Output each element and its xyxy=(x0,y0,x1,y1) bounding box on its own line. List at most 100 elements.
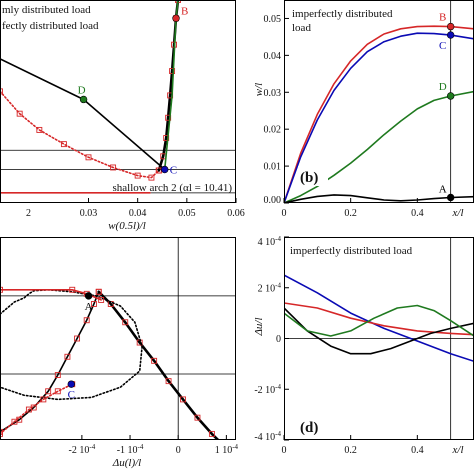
x-tick-exponent: -4 xyxy=(89,443,95,451)
data-marker xyxy=(110,164,117,171)
plot-area xyxy=(284,0,474,203)
y-tick-label: 0 xyxy=(276,334,281,345)
x-axis-label: w(0.5l)/l xyxy=(108,220,146,232)
data-marker xyxy=(45,388,52,395)
data-marker xyxy=(74,335,81,342)
data-marker xyxy=(95,288,102,295)
x-axis-label: x/l xyxy=(452,207,464,219)
data-marker xyxy=(122,319,129,326)
series-line-2 xyxy=(284,90,474,203)
point-label-B: B xyxy=(181,5,188,17)
series-line-0 xyxy=(284,25,474,203)
data-marker xyxy=(60,141,67,148)
data-marker xyxy=(165,378,172,385)
y-tick-label: 2 10-4 xyxy=(258,281,282,294)
x-axis-label: Δu(l)/l xyxy=(112,457,141,469)
data-marker xyxy=(163,135,170,141)
data-marker xyxy=(16,110,23,117)
y-tick-label: 0.01 xyxy=(264,162,282,173)
series-line-1 xyxy=(0,290,100,433)
data-marker xyxy=(0,88,3,95)
x-tick-label: 0 xyxy=(176,445,181,456)
x-tick-label: 0.06 xyxy=(227,208,245,219)
data-marker xyxy=(54,372,61,378)
series-line-2 xyxy=(0,288,143,401)
data-marker xyxy=(11,418,18,425)
y-tick-label: -4 10-4 xyxy=(254,430,281,443)
panel-b: B C D A 0 0.2 0.4 0.00 0.01 0.02 0.03 0.04 0.05 x/l w/… xyxy=(253,0,474,219)
point-C xyxy=(161,165,169,174)
y-axis-label: w/l xyxy=(253,83,265,96)
y-tick-label: 0.02 xyxy=(264,125,282,136)
series-line-0 xyxy=(97,290,220,440)
x-tick-label: 2 xyxy=(26,208,31,219)
plot-area xyxy=(0,237,236,440)
data-marker xyxy=(169,68,176,75)
series-line-0 xyxy=(284,274,474,363)
data-marker xyxy=(148,174,155,181)
series-line-3 xyxy=(284,304,474,337)
point-label-B: B xyxy=(439,12,446,24)
data-marker xyxy=(0,430,3,437)
y-tick-exponent: -4 xyxy=(275,281,281,289)
x-tick-label: 0.2 xyxy=(344,208,357,219)
y-tick-label: 0.04 xyxy=(264,51,282,62)
data-marker xyxy=(151,357,158,364)
x-tick-label: 0.03 xyxy=(80,208,98,219)
panel-label: (b) xyxy=(300,170,318,186)
point-D xyxy=(79,95,88,104)
x-tick-label: 1 10-4 xyxy=(215,443,239,456)
data-marker xyxy=(54,388,61,395)
y-tick-label: 0.03 xyxy=(264,88,282,99)
x-tick-label: 0.4 xyxy=(411,445,424,456)
series-line-3 xyxy=(0,90,160,179)
legend-entry: fectly distributed load xyxy=(2,20,99,32)
panel-title: imperfectly distributed xyxy=(292,8,393,20)
x-tick-label: -2 10-4 xyxy=(69,443,96,456)
x-axis-label: x/l xyxy=(452,444,464,456)
plot-area xyxy=(0,0,236,194)
panel-title: load xyxy=(292,22,311,34)
y-tick-label: -2 10-4 xyxy=(254,383,281,396)
x-tick-label: 0 xyxy=(282,208,287,219)
x-tick-label: 0.04 xyxy=(129,208,147,219)
data-marker xyxy=(85,154,92,161)
data-marker xyxy=(134,172,141,179)
point-B xyxy=(446,22,455,31)
y-tick-exponent: -4 xyxy=(275,383,281,391)
axes-frame xyxy=(0,237,236,440)
data-marker xyxy=(98,296,105,303)
data-marker xyxy=(83,317,90,324)
panel-a: B D C 0.03 0.04 0.05 0.06 2 w(0.5l)/l mly distrib… xyxy=(0,0,245,232)
data-marker xyxy=(194,414,201,421)
point-label-A: A xyxy=(85,301,93,313)
x-tick-exponent: -4 xyxy=(138,443,144,451)
x-tick-label: -1 10-4 xyxy=(117,443,144,456)
y-tick-label: 0.05 xyxy=(264,14,282,25)
x-tick-label: 0.2 xyxy=(344,445,357,456)
point-B xyxy=(172,14,180,22)
x-tick-exponent: -4 xyxy=(232,443,238,451)
data-marker xyxy=(0,286,3,293)
x-tick-label: 0.4 xyxy=(411,208,424,219)
x-tick-label: 0.05 xyxy=(178,208,196,219)
point-label-A: A xyxy=(439,183,447,195)
data-marker xyxy=(40,396,47,403)
y-tick-exponent: -4 xyxy=(275,235,281,243)
plot-area xyxy=(284,237,474,440)
data-marker xyxy=(208,430,215,437)
data-marker xyxy=(180,396,186,403)
point-label-C: C xyxy=(170,165,177,177)
point-label-D: D xyxy=(439,81,447,93)
point-label-C: C xyxy=(68,389,75,401)
point-A xyxy=(84,292,93,300)
series-line-3 xyxy=(284,194,474,203)
y-axis-label: Δu/l xyxy=(253,317,265,336)
data-marker xyxy=(25,406,32,413)
series-line-1 xyxy=(284,302,474,336)
point-label-D: D xyxy=(78,84,86,96)
data-marker xyxy=(69,286,76,293)
panel-label-bg xyxy=(298,416,328,436)
series-line-3 xyxy=(0,288,102,301)
